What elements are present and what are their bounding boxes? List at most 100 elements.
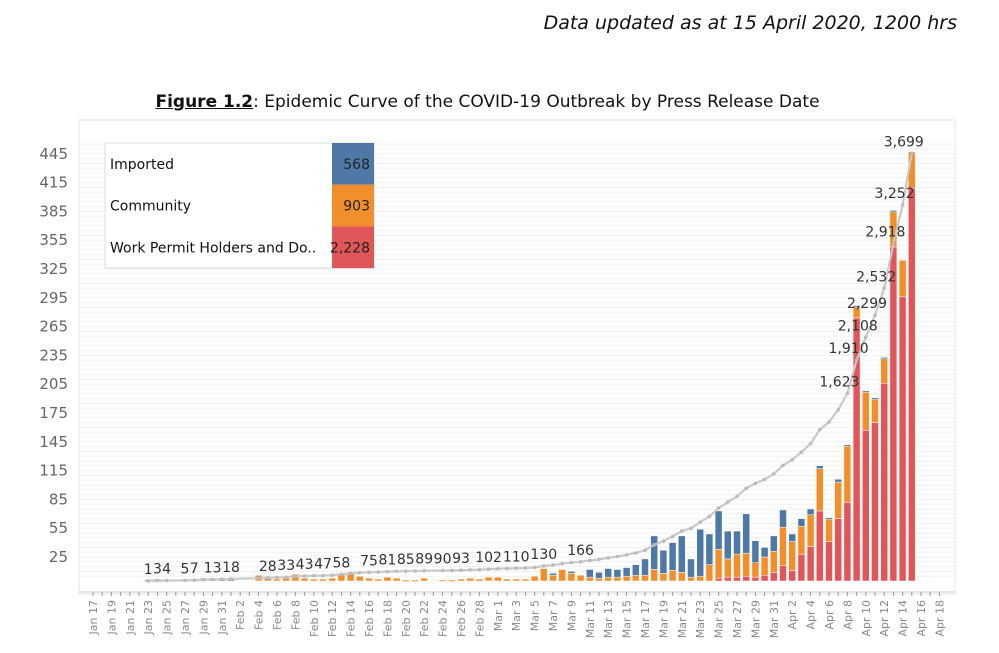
bar-imported — [816, 465, 824, 469]
cumulative-point — [468, 568, 473, 572]
x-tick-label: Feb 2 — [234, 600, 247, 630]
bar-stack — [540, 568, 548, 582]
cumulative-point — [799, 450, 804, 455]
bar-community — [770, 550, 778, 573]
cumulative-point — [376, 570, 381, 574]
cumulative-point — [643, 548, 647, 553]
y-tick-label: 175 — [39, 404, 68, 422]
y-tick-label: 295 — [39, 289, 68, 307]
cumulative-point — [358, 570, 362, 575]
x-tick-label: Feb 10 — [308, 600, 321, 637]
cumulative-point — [302, 574, 307, 578]
bar-community — [668, 570, 677, 582]
cumulative-label: 130 — [530, 547, 557, 563]
bar-stack — [310, 578, 318, 582]
cumulative-point — [229, 577, 233, 581]
bar-community — [641, 574, 649, 582]
bar-community — [724, 558, 732, 578]
x-tick-label: Apr 4 — [805, 600, 818, 630]
cumulative-point — [726, 500, 730, 504]
cumulative-point — [808, 441, 813, 446]
cumulative-label: 1 — [144, 562, 153, 578]
y-tick-label: 235 — [39, 346, 68, 364]
cumulative-label: 3,252 — [875, 186, 915, 202]
bar-stack — [788, 533, 796, 582]
cumulative-point — [404, 569, 408, 573]
cumulative-label: 3,699 — [884, 134, 924, 150]
cumulative-point — [348, 571, 353, 576]
bar-community — [411, 579, 419, 582]
bar-wp — [825, 541, 833, 582]
cumulative-point — [321, 573, 325, 578]
cumulative-point — [735, 494, 739, 499]
cumulative-point — [284, 575, 289, 579]
bar-imported — [641, 558, 649, 576]
cumulative-point — [413, 569, 417, 573]
bar-stack — [466, 577, 474, 582]
bar-stack — [512, 578, 520, 582]
x-tick-label: Jan 21 — [124, 600, 137, 635]
cumulative-point — [606, 556, 610, 560]
bar-stack — [374, 578, 382, 582]
bar-stack — [365, 577, 373, 582]
bar-community — [273, 578, 281, 582]
bar-wp — [714, 577, 723, 582]
x-tick-label: Feb 6 — [271, 600, 284, 630]
bar-community — [540, 568, 548, 582]
cumulative-label: 33 — [277, 558, 295, 574]
cumulative-point — [707, 514, 712, 519]
x-tick-label: Mar 7 — [547, 600, 560, 631]
bar-imported — [880, 357, 888, 360]
x-tick-label: Mar 25 — [713, 600, 726, 638]
cumulative-label: 93 — [452, 551, 470, 567]
cumulative-label: 2,918 — [865, 225, 905, 241]
bar-community — [567, 573, 576, 582]
bar-stack — [733, 530, 741, 582]
bar-community — [733, 553, 741, 578]
bar-stack — [521, 578, 530, 582]
bar-community — [466, 577, 474, 582]
bar-stack — [742, 513, 750, 582]
cumulative-point — [486, 567, 491, 572]
bar-stack — [632, 564, 640, 582]
cumulative-point — [689, 526, 693, 531]
bar-stack — [576, 574, 585, 582]
bar-stack — [751, 540, 760, 582]
cumulative-point — [560, 561, 564, 566]
bar-wp — [724, 576, 732, 582]
cumulative-point — [440, 568, 445, 573]
bar-imported — [604, 568, 612, 578]
bar-community — [300, 577, 309, 582]
bar-wp — [806, 546, 815, 582]
bar-community — [687, 576, 695, 582]
bar-community — [438, 579, 447, 582]
bar-imported — [806, 508, 815, 516]
bar-stack — [678, 535, 686, 582]
bar-community — [806, 514, 815, 547]
cumulative-label: 43 — [296, 557, 314, 573]
bar-stack — [392, 577, 401, 582]
bar-imported — [834, 478, 842, 483]
bar-stack — [595, 572, 603, 582]
cumulative-point — [588, 558, 592, 563]
bar-imported — [862, 390, 870, 393]
cumulative-point — [532, 565, 537, 570]
bar-stack — [806, 508, 815, 582]
cumulative-label: 89 — [415, 552, 433, 568]
y-tick-label: 385 — [39, 202, 68, 220]
bar-wp — [880, 382, 888, 582]
bar-stack — [889, 210, 898, 582]
bar-wp — [843, 502, 852, 582]
cumulative-label: 18 — [222, 560, 240, 576]
bar-stack — [843, 444, 852, 582]
x-tick-label: Feb 4 — [253, 600, 266, 630]
cumulative-point — [164, 578, 169, 583]
data-updated-note: Data updated as at 15 April 2020, 1200 h… — [543, 12, 957, 34]
cumulative-point — [762, 477, 767, 482]
x-tick-label: Feb 14 — [345, 600, 358, 637]
bar-community — [622, 575, 631, 582]
bar-wp — [871, 422, 879, 582]
bar-imported — [632, 564, 640, 576]
bar-community — [503, 578, 511, 582]
bar-stack — [779, 509, 787, 582]
